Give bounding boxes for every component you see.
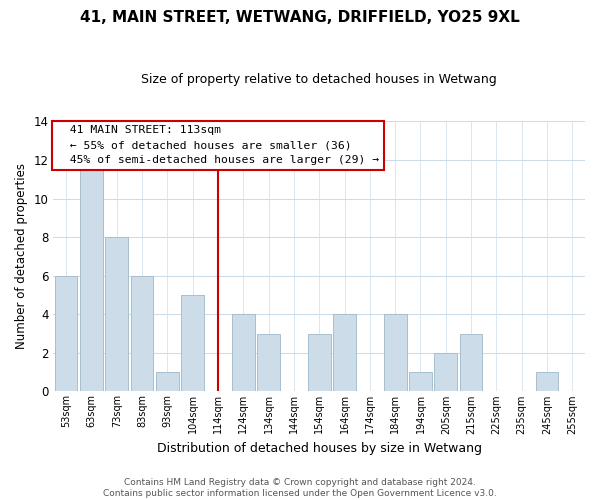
Text: 41 MAIN STREET: 113sqm
  ← 55% of detached houses are smaller (36)
  45% of semi: 41 MAIN STREET: 113sqm ← 55% of detached… <box>56 126 379 165</box>
Bar <box>409 372 432 392</box>
Title: Size of property relative to detached houses in Wetwang: Size of property relative to detached ho… <box>142 72 497 86</box>
Bar <box>55 276 77 392</box>
Bar <box>106 237 128 392</box>
Y-axis label: Number of detached properties: Number of detached properties <box>15 164 28 350</box>
Bar <box>434 353 457 392</box>
Bar <box>80 160 103 392</box>
X-axis label: Distribution of detached houses by size in Wetwang: Distribution of detached houses by size … <box>157 442 482 455</box>
Bar <box>232 314 254 392</box>
Text: Contains HM Land Registry data © Crown copyright and database right 2024.
Contai: Contains HM Land Registry data © Crown c… <box>103 478 497 498</box>
Bar <box>333 314 356 392</box>
Bar <box>536 372 559 392</box>
Bar <box>181 295 204 392</box>
Text: 41, MAIN STREET, WETWANG, DRIFFIELD, YO25 9XL: 41, MAIN STREET, WETWANG, DRIFFIELD, YO2… <box>80 10 520 25</box>
Bar <box>308 334 331 392</box>
Bar <box>460 334 482 392</box>
Bar <box>131 276 154 392</box>
Bar <box>384 314 407 392</box>
Bar <box>156 372 179 392</box>
Bar <box>257 334 280 392</box>
